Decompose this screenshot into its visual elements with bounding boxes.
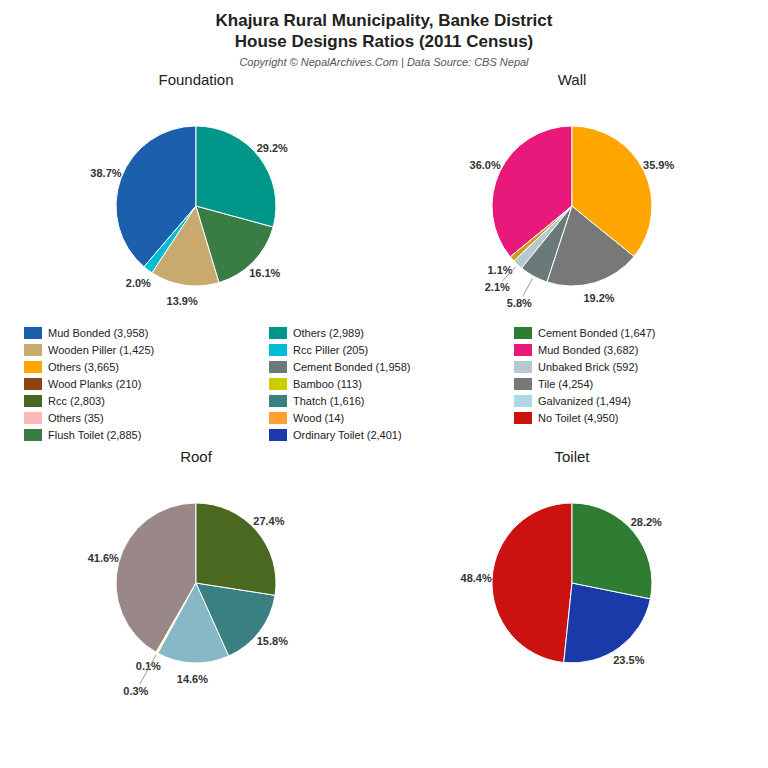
html-text:Thatch (1,616): Thatch (1,616) — [293, 394, 365, 407]
html-text:Wooden Piller (1,425): Wooden Piller (1,425) — [48, 343, 155, 356]
svg-text:0.3%: 0.3% — [123, 685, 148, 697]
html-text:Mud Bonded (3,958): Mud Bonded (3,958) — [48, 326, 149, 339]
html-text:Rcc Piller (205): Rcc Piller (205) — [293, 343, 369, 356]
svg-text:16.1%: 16.1% — [249, 267, 280, 279]
html-text:Bamboo (113): Bamboo (113) — [293, 377, 362, 390]
svg-text:5.8%: 5.8% — [507, 297, 532, 309]
html-text:Ordinary Toilet (2,401): Ordinary Toilet (2,401) — [293, 428, 402, 441]
html-text:Cement Bonded (1,647): Cement Bonded (1,647) — [538, 326, 656, 339]
html-text:Wood Planks (210): Wood Planks (210) — [48, 377, 142, 390]
html-text:Wall: Wall — [557, 71, 587, 88]
html-text:Roof: Roof — [180, 448, 212, 465]
svg-text:35.9%: 35.9% — [643, 159, 674, 171]
html-text:No Toilet (4,950): No Toilet (4,950) — [538, 411, 619, 424]
svg-text:27.4%: 27.4% — [253, 515, 284, 527]
svg-text:36.0%: 36.0% — [470, 159, 501, 171]
svg-text:13.9%: 13.9% — [167, 295, 198, 307]
html-text:Galvanized (1,494): Galvanized (1,494) — [538, 394, 631, 407]
svg-text:2.0%: 2.0% — [126, 277, 151, 289]
svg-text:23.5%: 23.5% — [613, 654, 644, 666]
html-text:Cement Bonded (1,958): Cement Bonded (1,958) — [293, 360, 411, 373]
html-text:Rcc (2,803): Rcc (2,803) — [48, 394, 105, 407]
svg-text:19.2%: 19.2% — [583, 292, 614, 304]
svg-text:48.4%: 48.4% — [461, 572, 492, 584]
html-text:Unbaked Brick (592): Unbaked Brick (592) — [538, 360, 639, 373]
html-text:Others (3,665): Others (3,665) — [48, 360, 119, 373]
html-text:Flush Toilet (2,885): Flush Toilet (2,885) — [48, 428, 142, 441]
svg-text:29.2%: 29.2% — [257, 142, 288, 154]
html-text:Wood (14): Wood (14) — [293, 411, 345, 424]
svg-text:38.7%: 38.7% — [90, 167, 121, 179]
html-text:Mud Bonded (3,682): Mud Bonded (3,682) — [538, 343, 639, 356]
html-text:Foundation: Foundation — [158, 71, 234, 88]
svg-text:1.1%: 1.1% — [487, 263, 513, 276]
html-text:House Designs Ratios (2011 Cen: House Designs Ratios (2011 Census) — [234, 32, 534, 51]
svg-text:41.6%: 41.6% — [88, 552, 119, 564]
svg-text:28.2%: 28.2% — [631, 516, 662, 528]
html-text:Khajura Rural Municipality, Ba: Khajura Rural Municipality, Banke Distri… — [215, 11, 553, 30]
html-text:Others (35): Others (35) — [48, 411, 104, 424]
html-text:Others (2,989): Others (2,989) — [293, 326, 364, 339]
svg-text:14.6%: 14.6% — [177, 673, 208, 685]
svg-text:0.1%: 0.1% — [136, 660, 161, 672]
svg-text:2.1%: 2.1% — [485, 281, 510, 293]
html-text:Toilet: Toilet — [554, 448, 590, 465]
html-text:Copyright © NepalArchives.Com: Copyright © NepalArchives.Com | Data Sou… — [239, 56, 529, 68]
svg-text:15.8%: 15.8% — [257, 635, 288, 647]
html-text:Tile (4,254): Tile (4,254) — [538, 377, 594, 390]
